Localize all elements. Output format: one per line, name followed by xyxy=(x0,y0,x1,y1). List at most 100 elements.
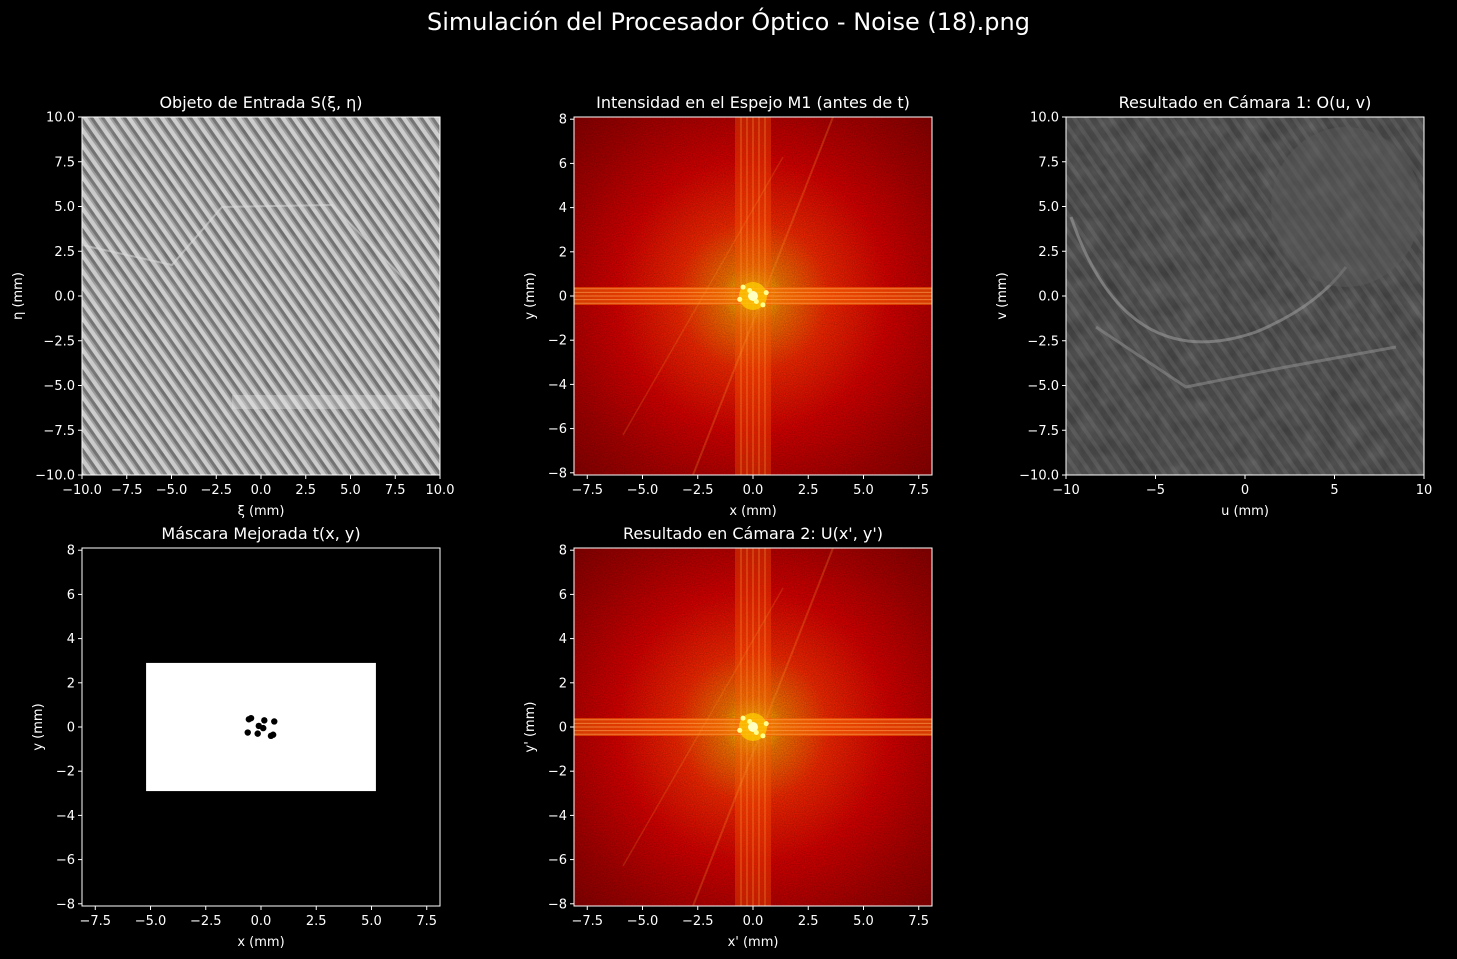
y-tick-label: 4 xyxy=(67,632,75,647)
y-tick-label: −2.5 xyxy=(1027,334,1059,349)
noise-peak xyxy=(753,299,759,305)
y-axis-label: y (mm) xyxy=(31,703,46,750)
mask-notch xyxy=(271,718,278,725)
y-tick-label: 7.5 xyxy=(54,155,75,170)
y-tick-label: 6 xyxy=(67,588,75,603)
x-tick-label: −10.0 xyxy=(62,483,102,498)
x-axis-label: u (mm) xyxy=(1221,504,1269,519)
mask-notch xyxy=(245,716,253,723)
scene-band xyxy=(232,395,432,409)
x-tick-label: 0.0 xyxy=(743,483,764,498)
y-tick-label: 2 xyxy=(67,676,75,691)
panel-camera2-result: −7.5 −5.0 −2.5 0.0 2.5 5.0 7.5 8 6 4 2 0 −2 −4 −6 −8 Res… xyxy=(523,524,933,950)
panel-mirror-intensity: −7.5 −5.0 −2.5 0.0 2.5 5.0 7.5 8 6 4 2 0 −2 −4 −6 −8 Int… xyxy=(523,93,933,519)
y-tick-label: −5.0 xyxy=(1027,379,1059,394)
noise-peak xyxy=(737,296,743,302)
mask-notch xyxy=(260,724,267,732)
x-tick-label: 7.5 xyxy=(908,483,929,498)
image-texture xyxy=(82,117,440,475)
x-tick-label: 10.0 xyxy=(426,483,455,498)
y-tick-label: 5.0 xyxy=(1038,200,1059,215)
y-tick-label: −6 xyxy=(56,853,75,868)
diagonal-streak xyxy=(622,587,784,867)
y-tick-label: −2 xyxy=(548,765,567,780)
noise-peak xyxy=(760,302,766,308)
y-tick-label: 0 xyxy=(67,721,75,736)
y-axis-label: v (mm) xyxy=(995,272,1010,319)
x-axis-label: ξ (mm) xyxy=(238,504,285,519)
noise-peak xyxy=(740,715,746,721)
y-tick-label: 0 xyxy=(559,721,567,736)
y-axis-label: y (mm) xyxy=(523,272,538,319)
scene-outline xyxy=(1069,216,1348,344)
image-camera1-result xyxy=(1066,117,1424,475)
y-tick-label: 2 xyxy=(559,245,567,260)
x-tick-label: 5.0 xyxy=(853,483,874,498)
spectrum-dc xyxy=(748,722,758,732)
y-tick-label: 4 xyxy=(559,201,567,216)
axes-title: Máscara Mejorada t(x, y) xyxy=(161,524,360,543)
y-tick-label: 2.5 xyxy=(54,245,75,260)
x-tick-label: −2.5 xyxy=(682,914,714,929)
x-axis-label: x (mm) xyxy=(237,935,284,950)
axes-title: Intensidad en el Espejo M1 (antes de t) xyxy=(596,93,910,112)
scene-outline xyxy=(1095,325,1397,389)
mask-notch xyxy=(269,731,277,738)
x-tick-label: −7.5 xyxy=(571,483,603,498)
panel-camera1-result: −10 −5 0 5 10 10.0 7.5 5.0 2.5 0.0 −2.5 −5.0 −7.5 −10… xyxy=(995,93,1432,519)
y-tick-label: −7.5 xyxy=(43,424,75,439)
y-tick-label: −2 xyxy=(56,765,75,780)
x-tick-label: −2.5 xyxy=(200,483,232,498)
x-tick-label: 5.0 xyxy=(340,483,361,498)
y-tick-label: −4 xyxy=(56,809,75,824)
scene-outline xyxy=(82,203,413,288)
x-tick-label: 5.0 xyxy=(361,914,382,929)
x-tick-label: −5.0 xyxy=(135,914,167,929)
y-tick-label: 4 xyxy=(559,632,567,647)
noise-peak xyxy=(763,290,769,296)
y-tick-label: 6 xyxy=(559,588,567,603)
y-tick-label: −10.0 xyxy=(1019,469,1059,484)
y-tick-label: 0.0 xyxy=(1038,290,1059,305)
x-tick-label: 5 xyxy=(1330,483,1338,498)
x-tick-label: −5.0 xyxy=(627,914,659,929)
x-tick-label: 0.0 xyxy=(251,914,272,929)
figure-suptitle: Simulación del Procesador Óptico - Noise… xyxy=(427,8,1030,36)
y-tick-label: 0 xyxy=(559,290,567,305)
x-tick-label: −5.0 xyxy=(156,483,188,498)
x-tick-label: −7.5 xyxy=(79,914,111,929)
noise-peak xyxy=(763,721,769,727)
axes-title: Resultado en Cámara 1: O(u, v) xyxy=(1119,93,1372,112)
x-tick-label: −5 xyxy=(1146,483,1165,498)
x-tick-label: 2.5 xyxy=(798,914,819,929)
x-tick-label: 7.5 xyxy=(416,914,437,929)
x-tick-label: 0 xyxy=(1241,483,1249,498)
noise-peak xyxy=(740,284,746,290)
image-improved-mask xyxy=(82,548,440,906)
x-axis-label: x (mm) xyxy=(729,504,776,519)
y-tick-label: 7.5 xyxy=(1038,155,1059,170)
y-tick-label: 5.0 xyxy=(54,200,75,215)
noise-peak xyxy=(747,287,753,293)
x-tick-label: 0.0 xyxy=(743,914,764,929)
x-axis-label: x' (mm) xyxy=(728,935,779,950)
x-tick-label: 7.5 xyxy=(908,914,929,929)
y-tick-label: 8 xyxy=(67,544,75,559)
y-axis-label: η (mm) xyxy=(11,272,26,320)
y-tick-label: −2.5 xyxy=(43,334,75,349)
x-tick-label: 10 xyxy=(1416,483,1433,498)
noise-peak xyxy=(753,730,759,736)
y-tick-label: 10.0 xyxy=(1030,111,1059,126)
y-tick-label: 6 xyxy=(559,157,567,172)
noise-peak xyxy=(760,733,766,739)
y-tick-label: 2 xyxy=(559,676,567,691)
y-tick-label: −8 xyxy=(548,897,567,912)
x-tick-label: 7.5 xyxy=(385,483,406,498)
x-tick-label: −2.5 xyxy=(682,483,714,498)
y-tick-label: −8 xyxy=(548,466,567,481)
y-tick-label: −2 xyxy=(548,334,567,349)
x-tick-label: −10 xyxy=(1052,483,1079,498)
image-input-object xyxy=(82,117,440,475)
y-tick-label: 2.5 xyxy=(1038,245,1059,260)
